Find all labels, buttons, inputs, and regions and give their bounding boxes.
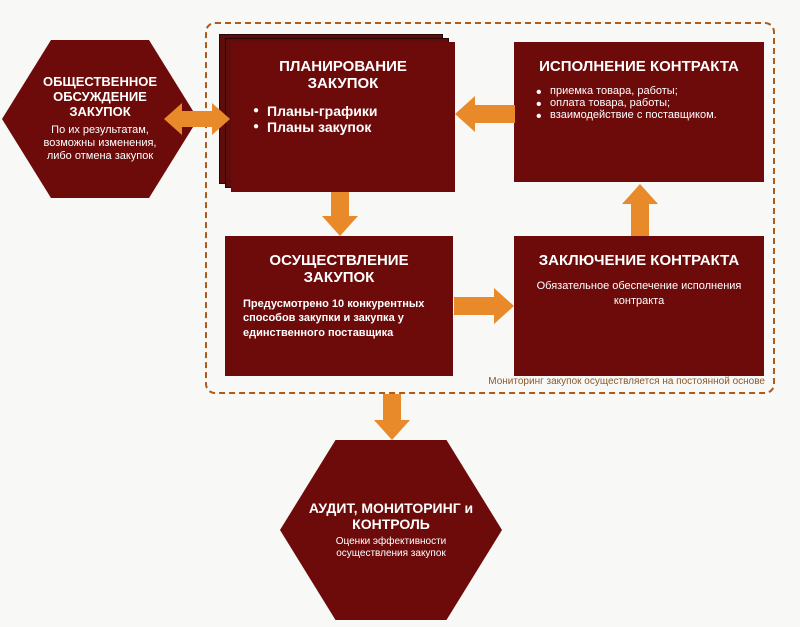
- arrow-monitor-down: [374, 394, 410, 440]
- box-execution-bullets: приемка товара, работы; оплата товара, р…: [532, 85, 746, 121]
- box-procurement: ОСУЩЕСТВЛЕНИЕ ЗАКУПОК Предусмотрено 10 к…: [225, 236, 453, 376]
- box-conclusion: ЗАКЛЮЧЕНИЕ КОНТРАКТА Обязательное обеспе…: [514, 236, 764, 376]
- arrow-procurement-right: [454, 288, 514, 324]
- box-planning-title: ПЛАНИРОВАНИЕ ЗАКУПОК: [249, 58, 437, 93]
- box-conclusion-title: ЗАКЛЮЧЕНИЕ КОНТРАКТА: [532, 252, 746, 269]
- arrow-execution-left: [455, 96, 515, 132]
- hex-audit-title: АУДИТ, МОНИТОРИНГ и КОНТРОЛЬ: [308, 500, 474, 532]
- hex-discussion-title: ОБЩЕСТВЕННОЕ ОБСУЖДЕНИЕ ЗАКУПОК: [30, 75, 170, 120]
- bullet-item: приемка товара, работы;: [536, 85, 746, 97]
- hex-audit: АУДИТ, МОНИТОРИНГ и КОНТРОЛЬ Оценки эффе…: [280, 440, 502, 620]
- box-procurement-body: Предусмотрено 10 конкурентных способов з…: [243, 297, 435, 342]
- bullet-item: взаимодействие с поставщиком.: [536, 109, 746, 121]
- box-execution-title: ИСПОЛНЕНИЕ КОНТРАКТА: [532, 58, 746, 75]
- bullet-item: Планы-графики: [253, 103, 437, 119]
- box-procurement-title: ОСУЩЕСТВЛЕНИЕ ЗАКУПОК: [243, 252, 435, 287]
- box-conclusion-body: Обязательное обеспечение исполнения конт…: [532, 279, 746, 309]
- monitoring-label: Мониторинг закупок осуществляется на пос…: [420, 376, 765, 387]
- bullet-item: оплата товара, работы;: [536, 97, 746, 109]
- bullet-item: Планы закупок: [253, 119, 437, 135]
- hex-audit-body: Оценки эффективности осуществления закуп…: [308, 536, 474, 560]
- box-execution-contract: ИСПОЛНЕНИЕ КОНТРАКТА приемка товара, раб…: [514, 42, 764, 182]
- arrow-conclusion-up: [622, 184, 658, 236]
- arrow-planning-down: [322, 192, 358, 236]
- arrow-discussion-planning: [164, 103, 230, 135]
- hex-discussion-body: По их результатам, возможны изменения, л…: [30, 124, 170, 164]
- box-planning-bullets: Планы-графики Планы закупок: [249, 103, 437, 135]
- box-planning: ПЛАНИРОВАНИЕ ЗАКУПОК Планы-графики Планы…: [231, 42, 455, 192]
